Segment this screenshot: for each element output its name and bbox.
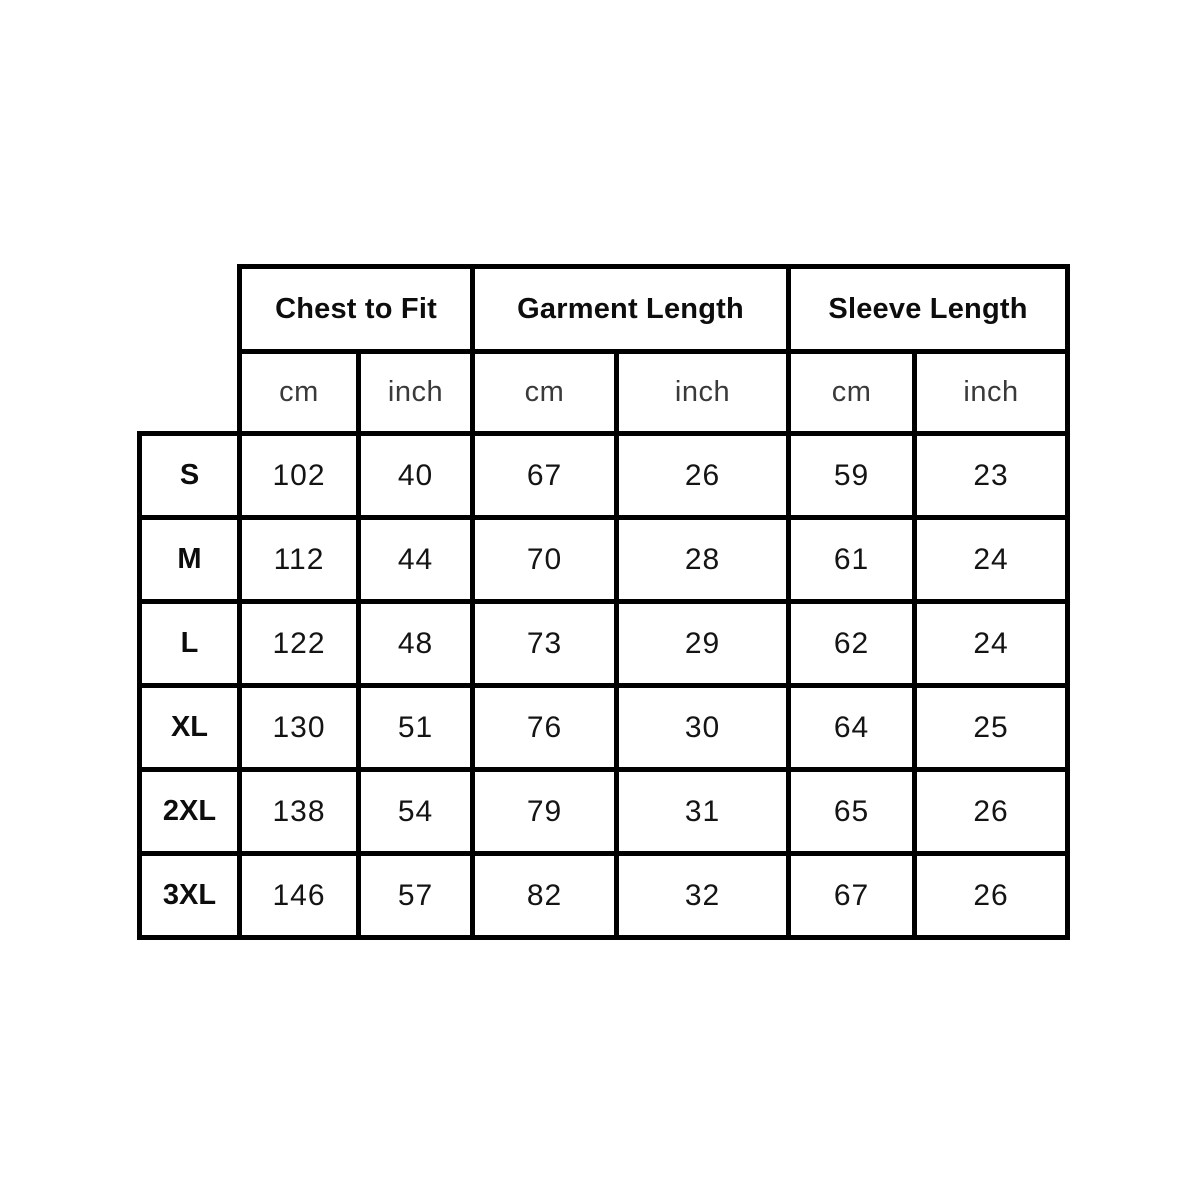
table-cell: 82 <box>470 851 620 940</box>
table-row-3xl: 3XL 146 57 82 32 67 26 <box>137 851 1071 940</box>
table-cell: 65 <box>786 767 918 856</box>
size-label: 3XL <box>137 851 242 940</box>
table-cell: 59 <box>786 431 918 520</box>
table-cell: 130 <box>237 683 361 772</box>
table-cell: 25 <box>912 683 1071 772</box>
corner-spacer <box>140 267 240 434</box>
table-cell: 28 <box>614 515 792 604</box>
table-cell: 31 <box>614 767 792 856</box>
table-row-s: S 102 40 67 26 59 23 <box>137 431 1071 520</box>
unit-header-sleeve-inch: inch <box>912 349 1071 436</box>
table-row-l: L 122 48 73 29 62 24 <box>137 599 1071 688</box>
size-label: XL <box>137 683 242 772</box>
size-chart-table: Chest to Fit Garment Length Sleeve Lengt… <box>137 264 1071 940</box>
size-label: 2XL <box>137 767 242 856</box>
column-group-sleeve-length: Sleeve Length <box>786 264 1071 354</box>
table-cell: 26 <box>614 431 792 520</box>
table-cell: 112 <box>237 515 361 604</box>
table-row-xl: XL 130 51 76 30 64 25 <box>137 683 1071 772</box>
group-header-row: Chest to Fit Garment Length Sleeve Lengt… <box>140 264 1071 354</box>
unit-header-garment-inch: inch <box>614 349 792 436</box>
unit-header-chest-inch: inch <box>355 349 476 436</box>
table-cell: 64 <box>786 683 918 772</box>
table-cell: 122 <box>237 599 361 688</box>
table-cell: 57 <box>355 851 476 940</box>
table-row-2xl: 2XL 138 54 79 31 65 26 <box>137 767 1071 856</box>
size-label: S <box>137 431 242 520</box>
table-cell: 26 <box>912 767 1071 856</box>
column-group-chest-to-fit: Chest to Fit <box>236 264 476 354</box>
table-cell: 138 <box>237 767 361 856</box>
table-cell: 73 <box>470 599 620 688</box>
table-cell: 24 <box>912 515 1071 604</box>
table-cell: 23 <box>912 431 1071 520</box>
unit-header-sleeve-cm: cm <box>786 349 918 436</box>
table-cell: 102 <box>237 431 361 520</box>
table-cell: 61 <box>786 515 918 604</box>
table-cell: 54 <box>355 767 476 856</box>
table-cell: 48 <box>355 599 476 688</box>
table-cell: 30 <box>614 683 792 772</box>
unit-header-chest-cm: cm <box>237 349 361 436</box>
table-cell: 67 <box>470 431 620 520</box>
column-group-garment-length: Garment Length <box>470 264 792 354</box>
table-row-m: M 112 44 70 28 61 24 <box>137 515 1071 604</box>
table-cell: 62 <box>786 599 918 688</box>
table-cell: 44 <box>355 515 476 604</box>
table-cell: 24 <box>912 599 1071 688</box>
size-label: M <box>137 515 242 604</box>
table-cell: 29 <box>614 599 792 688</box>
size-label: L <box>137 599 242 688</box>
table-cell: 51 <box>355 683 476 772</box>
table-cell: 70 <box>470 515 620 604</box>
table-cell: 146 <box>237 851 361 940</box>
table-cell: 79 <box>470 767 620 856</box>
table-cell: 32 <box>614 851 792 940</box>
table-cell: 76 <box>470 683 620 772</box>
table-cell: 26 <box>912 851 1071 940</box>
unit-header-garment-cm: cm <box>470 349 620 436</box>
table-cell: 40 <box>355 431 476 520</box>
table-cell: 67 <box>786 851 918 940</box>
unit-header-row: cm inch cm inch cm inch <box>140 349 1071 436</box>
